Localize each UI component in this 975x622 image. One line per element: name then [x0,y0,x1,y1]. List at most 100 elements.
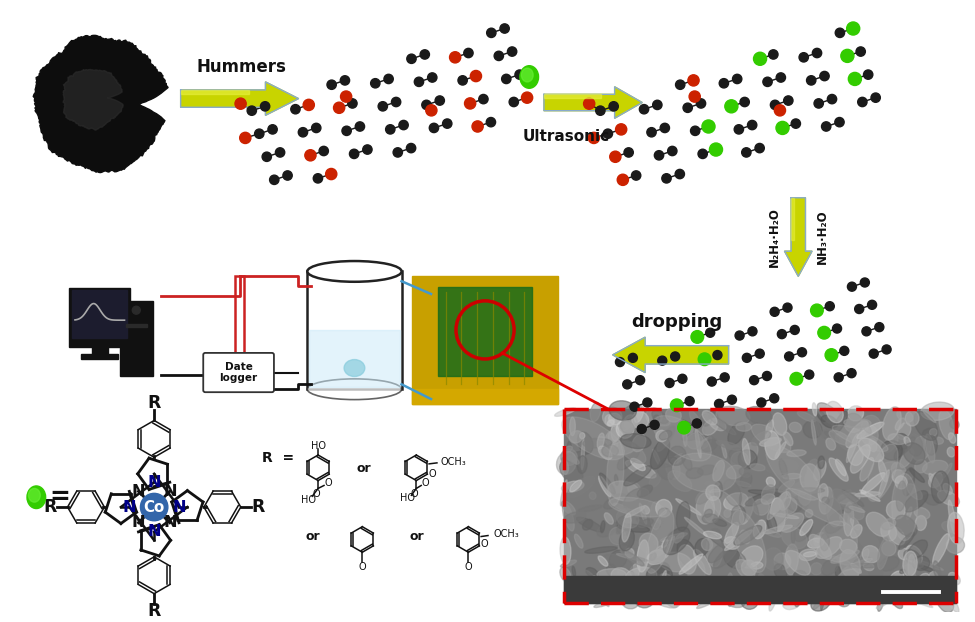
Circle shape [836,28,844,37]
Ellipse shape [605,577,612,585]
Ellipse shape [614,475,618,485]
Ellipse shape [922,583,933,598]
Ellipse shape [561,449,577,465]
Ellipse shape [723,480,741,506]
Ellipse shape [653,450,660,465]
Ellipse shape [702,411,717,425]
Ellipse shape [621,590,641,609]
Circle shape [814,99,823,108]
Ellipse shape [564,446,572,453]
Ellipse shape [872,585,903,593]
Ellipse shape [569,417,575,435]
Ellipse shape [834,411,847,433]
Ellipse shape [572,566,575,577]
Ellipse shape [705,481,720,486]
Ellipse shape [764,530,781,537]
Ellipse shape [649,570,654,577]
Ellipse shape [907,507,912,519]
Ellipse shape [742,439,750,465]
Circle shape [429,123,439,132]
Ellipse shape [740,497,754,524]
Ellipse shape [848,564,881,568]
Ellipse shape [763,548,783,570]
Ellipse shape [626,567,657,585]
Circle shape [774,104,786,116]
Circle shape [464,49,473,58]
Ellipse shape [867,443,873,450]
Ellipse shape [935,588,954,613]
Ellipse shape [866,513,890,536]
Ellipse shape [912,436,931,461]
Ellipse shape [907,484,922,499]
Text: O: O [324,478,332,488]
Ellipse shape [631,458,645,471]
Ellipse shape [843,502,854,536]
Ellipse shape [752,423,765,438]
Ellipse shape [632,434,645,452]
Ellipse shape [814,460,826,480]
Text: Date
logger: Date logger [219,362,257,383]
Ellipse shape [877,588,903,608]
Ellipse shape [746,493,771,506]
Ellipse shape [814,536,823,542]
Ellipse shape [604,415,614,426]
Ellipse shape [668,446,686,465]
Circle shape [422,100,431,109]
Ellipse shape [886,501,905,519]
Circle shape [443,119,452,128]
Circle shape [298,128,307,137]
Circle shape [658,356,667,365]
Ellipse shape [584,582,596,598]
Bar [69,287,131,347]
Circle shape [349,149,359,159]
Circle shape [776,121,789,134]
Ellipse shape [922,409,936,422]
Bar [307,271,402,389]
Ellipse shape [904,437,911,445]
Ellipse shape [761,485,775,499]
Ellipse shape [686,468,703,478]
Ellipse shape [781,498,797,514]
Ellipse shape [632,412,648,429]
Ellipse shape [746,406,771,424]
Circle shape [305,150,316,161]
Circle shape [721,373,729,382]
Circle shape [235,98,247,109]
Ellipse shape [713,519,726,526]
Ellipse shape [650,501,661,530]
Ellipse shape [600,473,615,494]
Ellipse shape [949,433,956,443]
Circle shape [790,373,802,385]
Ellipse shape [601,521,604,532]
Circle shape [247,106,256,115]
Ellipse shape [572,569,595,586]
Ellipse shape [914,412,938,440]
Ellipse shape [947,537,964,554]
Ellipse shape [843,559,873,571]
Ellipse shape [878,538,889,569]
Ellipse shape [833,489,857,510]
Ellipse shape [836,459,846,476]
Ellipse shape [892,473,917,541]
Ellipse shape [734,526,761,545]
Text: N: N [132,515,145,530]
Ellipse shape [562,451,588,460]
Ellipse shape [786,488,845,526]
Ellipse shape [344,360,365,376]
Circle shape [522,92,532,103]
Circle shape [875,323,884,332]
Circle shape [685,397,694,406]
Ellipse shape [614,583,629,589]
Polygon shape [544,87,643,118]
Circle shape [692,419,701,428]
Ellipse shape [910,468,924,483]
Ellipse shape [782,473,801,479]
Ellipse shape [653,415,659,422]
Ellipse shape [925,435,937,455]
Ellipse shape [862,545,879,563]
Circle shape [384,74,393,83]
Ellipse shape [608,431,618,442]
Ellipse shape [604,554,633,571]
Ellipse shape [708,414,736,435]
Ellipse shape [520,66,538,88]
